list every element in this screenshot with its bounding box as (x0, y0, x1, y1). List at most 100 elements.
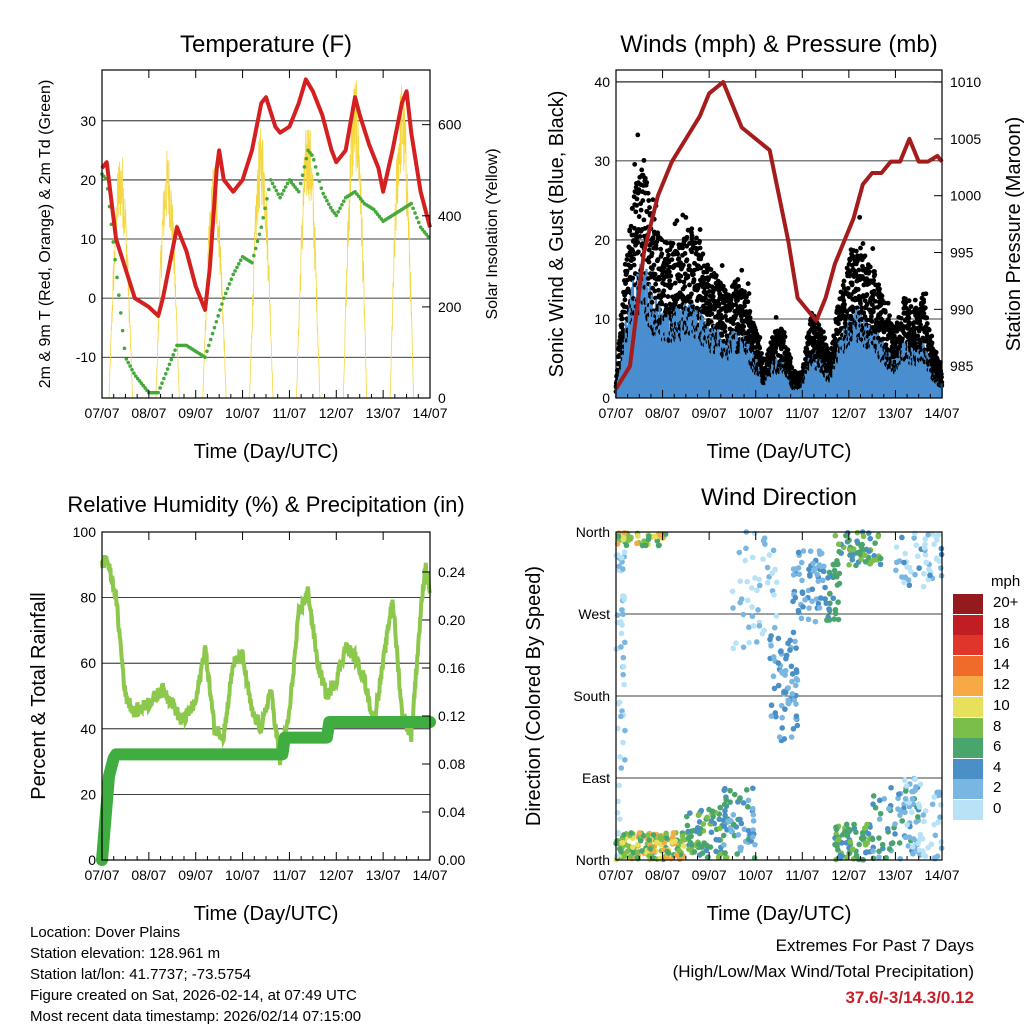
wind-direction-point (795, 607, 802, 614)
wind-direction-point (875, 533, 882, 540)
gust-point (747, 309, 753, 314)
wind-direction-point (906, 834, 913, 841)
x-tick-label: 08/07 (645, 405, 680, 421)
wind-direction-point (773, 579, 780, 586)
wind-direction-point (859, 546, 866, 552)
gust-point (635, 249, 641, 255)
wind-direction-point (785, 640, 791, 647)
wind-direction-point (796, 571, 803, 577)
dewpoint-point (259, 225, 264, 230)
gust-point (723, 313, 728, 319)
gust-point (659, 237, 664, 243)
x-tick-label: 13/07 (366, 867, 401, 883)
wind-direction-point (938, 802, 944, 808)
wind-direction-point (740, 611, 747, 618)
y-tick-label: 100 (73, 524, 97, 540)
wind-direction-point (628, 830, 635, 836)
wind-direction-point (749, 604, 755, 610)
wind-direction-point (745, 804, 751, 810)
gust-point (705, 262, 711, 268)
wind-direction-point (618, 765, 625, 771)
wind-direction-point (622, 757, 628, 763)
wind-direction-point (792, 594, 799, 601)
wind-direction-point (909, 795, 916, 802)
gust-point (661, 293, 667, 298)
dewpoint-point (302, 165, 307, 169)
wind-direction-point (827, 590, 833, 597)
wind-direction-point (653, 839, 660, 846)
gust-point (816, 322, 822, 328)
wind-direction-point (727, 787, 733, 794)
dewpoint-point (326, 202, 331, 206)
wind-direction-point (938, 545, 945, 552)
gust-point (903, 296, 908, 302)
gust-point (773, 315, 779, 320)
x-tick-label: 07/07 (84, 405, 119, 421)
wind-direction-point (700, 821, 707, 827)
wind-direction-point (750, 818, 757, 824)
wind-direction-point (749, 554, 756, 561)
colorbar-label: 8 (993, 717, 1002, 735)
gust-point (684, 234, 690, 240)
location-text: Location: Dover Plains (30, 924, 181, 941)
dewpoint-point (409, 201, 414, 206)
x-tick-label: 13/07 (878, 405, 913, 421)
gust-point (623, 304, 629, 310)
gust-point (860, 241, 866, 246)
wind-direction-point (744, 597, 751, 604)
gust-point (759, 351, 764, 356)
wind-direction-point (772, 566, 778, 573)
gust-point (670, 241, 676, 246)
wind-direction-point (853, 852, 860, 859)
wind-direction-point (862, 841, 869, 848)
plot-area (100, 76, 432, 399)
wind-direction-point (735, 831, 742, 838)
wind-direction-point (770, 547, 777, 554)
wind-direction-point (879, 841, 886, 848)
wind-direction-point (618, 618, 624, 625)
wind-direction-point (901, 579, 907, 586)
wind-direction-point (824, 617, 830, 623)
x-tick-label: 14/07 (412, 867, 447, 883)
gust-point (682, 251, 688, 256)
wind-direction-point (830, 595, 837, 602)
x-axis-label: Time (Day/UTC) (707, 441, 852, 463)
gust-point (735, 277, 741, 282)
wind-direction-point (787, 647, 793, 653)
wind-direction-point (826, 606, 832, 612)
y-tick-label: North (576, 524, 610, 540)
dewpoint-point (233, 269, 237, 273)
wind-direction-point (748, 585, 755, 591)
wind-direction-point (782, 706, 788, 712)
wind-direction-point (729, 588, 736, 595)
wind-direction-point (876, 848, 882, 855)
gust-point (634, 196, 640, 202)
wind-direction-point (892, 821, 898, 827)
wind-direction-point (707, 844, 714, 850)
dewpoint-point (265, 197, 269, 201)
gust-point (864, 292, 870, 297)
wind-direction-point (621, 530, 628, 536)
gust-point (622, 297, 628, 303)
wind-direction-point (933, 555, 940, 562)
colorbar-label: 12 (993, 676, 1010, 694)
gust-point (868, 314, 874, 319)
gust-point (684, 257, 690, 263)
gust-point (680, 262, 686, 268)
gust-point (644, 180, 650, 185)
gust-point (773, 345, 779, 351)
gust-point (866, 269, 872, 275)
gust-point (929, 340, 935, 346)
wind-direction-point (672, 838, 678, 844)
wind-direction-point (709, 808, 716, 815)
wind-direction-point (621, 681, 627, 688)
y2-tick-label: 1000 (950, 188, 981, 204)
wind-direction-point (701, 840, 707, 846)
wind-direction-point (792, 638, 798, 645)
wind-direction-point (851, 821, 857, 828)
gust-point (926, 327, 932, 333)
wind-direction-point (750, 623, 757, 629)
dewpoint-point (229, 277, 234, 282)
dewpoint-point (128, 364, 132, 368)
